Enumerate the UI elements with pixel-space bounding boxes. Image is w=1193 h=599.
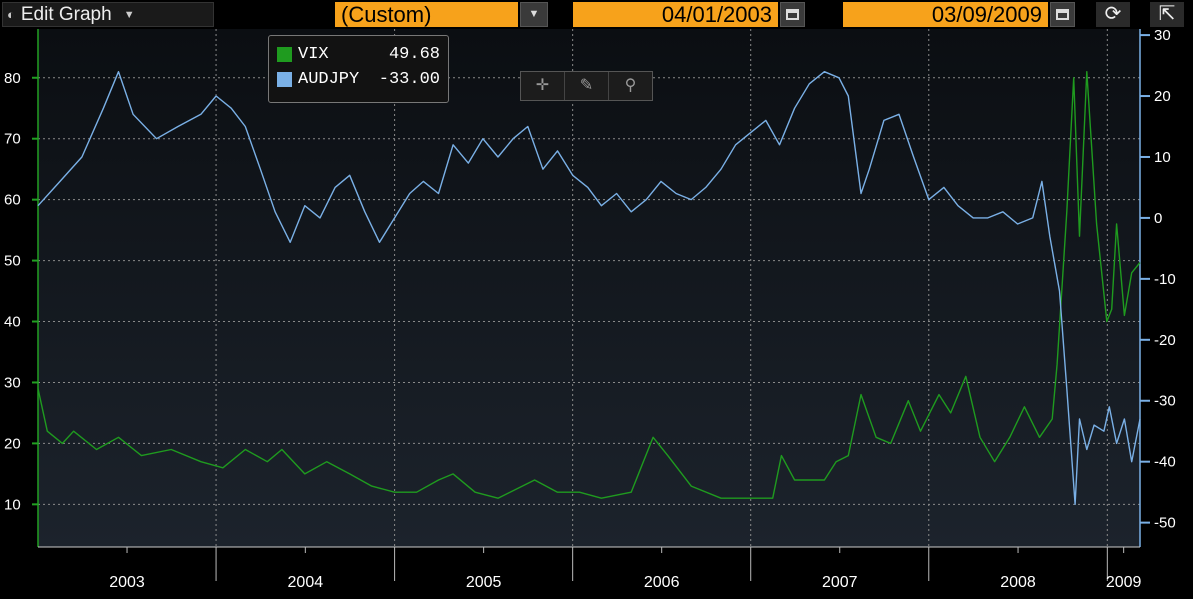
right-tick-label: 30: [1154, 29, 1171, 44]
right-tick-label: -50: [1154, 515, 1176, 532]
right-tick-label: -20: [1154, 332, 1176, 349]
popout-button[interactable]: ⇱: [1150, 2, 1184, 27]
left-tick-label: 50: [4, 253, 21, 270]
x-tick-label: 2006: [644, 574, 680, 591]
left-tick-label: 70: [4, 131, 21, 148]
legend: VIX 49.68 AUDJPY -33.00: [268, 35, 449, 103]
x-tick-label: 2005: [466, 574, 502, 591]
edit-graph-label: Edit Graph: [20, 3, 112, 25]
left-tick-label: 30: [4, 374, 21, 391]
refresh-icon: ⟳: [1104, 3, 1122, 25]
edit-graph-button[interactable]: ◐ Edit Graph ▼: [2, 2, 214, 27]
x-axis: 2003 2004 2005 2006 2007 2008 2009: [38, 546, 1142, 591]
legend-value-audjpy: -33.00: [378, 70, 440, 89]
refresh-button[interactable]: ⟳: [1096, 2, 1130, 27]
crosshair-icon[interactable]: ✛: [521, 72, 565, 100]
plot-area: [38, 29, 1140, 547]
magnifier-icon[interactable]: ⚲: [624, 77, 637, 94]
left-tick-label: 40: [4, 314, 21, 331]
legend-entry-vix: VIX 49.68: [277, 42, 440, 67]
left-tick-label: 20: [4, 435, 21, 452]
x-tick-label: 2007: [822, 574, 858, 591]
left-axis: 10 20 30 40 50 60 70 80: [4, 29, 39, 547]
right-tick-label: 0: [1154, 210, 1162, 227]
pencil-icon[interactable]: ✎: [565, 72, 609, 100]
chevron-down-icon: ▼: [123, 8, 135, 21]
series-line-audjpy: [37, 71, 1141, 505]
right-tick-label: -40: [1154, 454, 1176, 471]
chevron-down-icon: ▼: [528, 8, 540, 20]
x-tick-label: 2008: [1000, 574, 1036, 591]
legend-entry-audjpy: AUDJPY -33.00: [277, 67, 440, 92]
legend-name-vix: VIX: [298, 45, 329, 64]
popout-icon: ⇱: [1158, 3, 1176, 25]
right-axis: 30 20 10 0 -10 -20 -30 -40 -50: [1139, 29, 1176, 547]
chart-tools: ✛ ✎ ⚲: [520, 71, 653, 101]
calendar-icon: [786, 9, 799, 20]
period-dropdown-button[interactable]: ▼: [520, 2, 548, 27]
legend-swatch-audjpy: [277, 72, 292, 87]
left-tick-label: 80: [4, 70, 21, 87]
legend-swatch-vix: [277, 47, 292, 62]
period-select[interactable]: (Custom): [335, 2, 518, 27]
series-group: [37, 71, 1141, 505]
left-tick-label: 10: [4, 496, 21, 513]
toolbar: ◐ Edit Graph ▼ (Custom) ▼ 04/01/2003 03/…: [0, 0, 1193, 29]
start-date-calendar-button[interactable]: [780, 2, 805, 27]
right-tick-label: -10: [1154, 271, 1176, 288]
x-tick-label: 2009: [1106, 574, 1142, 591]
right-tick-label: 20: [1154, 88, 1171, 105]
x-tick-label: 2004: [288, 574, 324, 591]
start-date-input[interactable]: 04/01/2003: [573, 2, 778, 27]
right-tick-label: 10: [1154, 149, 1171, 166]
end-date-input[interactable]: 03/09/2009: [843, 2, 1048, 27]
graph-icon: ◐: [7, 7, 15, 22]
x-tick-label: 2003: [109, 574, 145, 591]
legend-value-vix: 49.68: [388, 45, 440, 64]
end-date-calendar-button[interactable]: [1050, 2, 1075, 27]
right-tick-label: -30: [1154, 393, 1176, 410]
legend-name-audjpy: AUDJPY: [298, 70, 360, 89]
left-tick-label: 60: [4, 192, 21, 209]
calendar-icon: [1056, 9, 1069, 20]
series-line-vix: [37, 71, 1141, 499]
